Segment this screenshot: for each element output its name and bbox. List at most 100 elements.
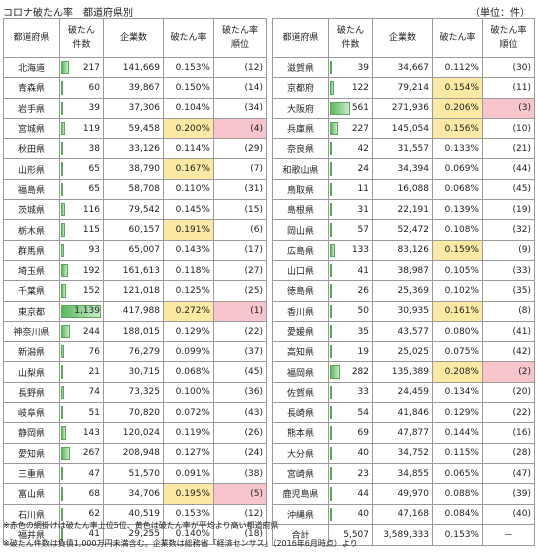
table-row: 福岡県 282 135,389 0.208% (2)	[272, 361, 535, 383]
pref-cell: 千葉県	[3, 280, 60, 302]
count-cell: 57	[328, 219, 373, 241]
companies-cell: 47,877	[372, 422, 433, 444]
rate-cell: 0.069%	[432, 158, 483, 180]
companies-cell: 60,157	[103, 219, 164, 241]
pref-cell: 長崎県	[272, 402, 329, 424]
rank-cell: (30)	[482, 56, 535, 79]
header-pref: 都道府県	[272, 18, 329, 58]
companies-cell: 70,820	[103, 402, 164, 424]
total-rank: －	[482, 523, 535, 546]
pref-cell: 青森県	[3, 77, 60, 99]
pref-cell: 富山県	[3, 483, 60, 505]
pref-cell: 和歌山県	[272, 158, 329, 180]
rank-cell: (24)	[213, 442, 267, 464]
pref-cell: 岡山県	[272, 219, 329, 241]
pref-cell: 東京都	[3, 300, 60, 322]
rate-cell: 0.200%	[163, 117, 214, 140]
table-row: 佐賀県 33 24,459 0.134% (20)	[272, 381, 535, 404]
count-value: 60	[88, 82, 100, 93]
count-bar	[61, 345, 64, 359]
header-rank-text: 破たん率順位	[221, 26, 258, 50]
count-value: 65	[88, 164, 100, 175]
table-row: 山口県 41 38,987 0.105% (33)	[272, 259, 535, 282]
count-bar	[330, 81, 335, 95]
count-cell: 39	[328, 56, 373, 79]
table-row: 大阪府 561 271,936 0.206% (3)	[272, 97, 535, 119]
count-bar	[61, 487, 64, 501]
rank-cell: (11)	[482, 77, 535, 99]
table-row: 富山県 68 34,706 0.195% (5)	[3, 483, 267, 505]
table-row: 岐阜県 51 70,820 0.072% (43)	[3, 402, 267, 424]
rank-cell: (25)	[213, 280, 267, 302]
count-cell: 41	[59, 523, 104, 546]
count-bar	[61, 81, 64, 95]
table-row: 香川県 50 30,935 0.161% (8)	[272, 300, 535, 322]
rank-cell: (36)	[213, 381, 267, 404]
rank-cell: (2)	[482, 361, 535, 383]
table-row: 京都府 122 79,214 0.154% (11)	[272, 77, 535, 99]
count-value: 244	[82, 326, 100, 337]
count-bar	[61, 101, 63, 115]
pref-cell: 北海道	[3, 56, 60, 79]
rank-cell: (8)	[482, 300, 535, 322]
companies-cell: 271,936	[372, 97, 433, 119]
count-cell: 68	[59, 483, 104, 505]
left-table: 都道府県 破たん件数 企業数 破たん率 破たん率順位 北海道 217 141,669…	[3, 18, 267, 546]
count-bar	[330, 507, 332, 521]
companies-cell: 135,389	[372, 361, 433, 383]
table-row: 愛媛県 35 43,577 0.080% (41)	[272, 320, 535, 343]
rate-cell: 0.127%	[163, 442, 214, 464]
pref-cell: 福岡県	[272, 361, 329, 383]
total-rate: 0.153%	[432, 523, 483, 546]
pref-cell: 栃木県	[3, 219, 60, 241]
companies-cell: 208,948	[103, 442, 164, 464]
table-row: 栃木県 115 60,157 0.191% (6)	[3, 219, 267, 241]
pref-cell: 大阪府	[272, 97, 329, 119]
pref-cell: 長野県	[3, 381, 60, 404]
rate-cell: 0.088%	[432, 483, 483, 505]
count-cell: 93	[59, 239, 104, 261]
unit-label: （単位：件）	[470, 8, 530, 19]
count-value: 62	[88, 509, 100, 520]
count-bar	[61, 263, 68, 278]
pref-cell: 三重県	[3, 462, 60, 485]
rank-cell: (33)	[482, 259, 535, 282]
count-value: 1,139	[74, 306, 100, 317]
companies-cell: 79,214	[372, 77, 433, 99]
table-row: 鹿児島県 44 49,970 0.088% (39)	[272, 483, 535, 505]
count-bar	[61, 121, 66, 136]
rank-cell: (5)	[213, 483, 267, 505]
companies-cell: 47,168	[372, 503, 433, 525]
count-value: 227	[351, 123, 369, 134]
table-row: 神奈川県 244 188,015 0.129% (22)	[3, 320, 267, 343]
count-bar	[61, 527, 63, 542]
total-companies: 3,589,333	[372, 523, 433, 546]
companies-cell: 31,557	[372, 138, 433, 160]
count-bar	[330, 487, 332, 501]
count-cell: 50	[328, 300, 373, 322]
table-row: 群馬県 93 65,007 0.143% (17)	[3, 239, 267, 261]
companies-cell: 49,970	[372, 483, 433, 505]
table-row: 新潟県 76 76,279 0.099% (37)	[3, 341, 267, 363]
pref-cell: 岐阜県	[3, 402, 60, 424]
count-bar	[61, 284, 67, 298]
rate-cell: 0.206%	[432, 97, 483, 119]
rank-cell: (29)	[213, 138, 267, 160]
rank-cell: (45)	[482, 178, 535, 201]
count-bar	[61, 324, 70, 339]
count-bar	[61, 182, 64, 197]
pref-cell: 滋賀県	[272, 56, 329, 79]
rate-cell: 0.100%	[163, 381, 214, 404]
rate-cell: 0.153%	[163, 56, 214, 79]
header-count-text: 破たん件数	[67, 26, 95, 50]
pref-cell: 香川県	[272, 300, 329, 322]
rank-cell: (37)	[213, 341, 267, 363]
count-bar	[61, 203, 66, 217]
table-row: 沖縄県 40 47,168 0.084% (40)	[272, 503, 535, 525]
count-value: 267	[82, 448, 100, 459]
count-value: 42	[357, 143, 369, 154]
count-bar	[330, 142, 332, 156]
pref-cell: 沖縄県	[272, 503, 329, 525]
count-value: 47	[88, 468, 100, 479]
pref-cell: 愛媛県	[272, 320, 329, 343]
